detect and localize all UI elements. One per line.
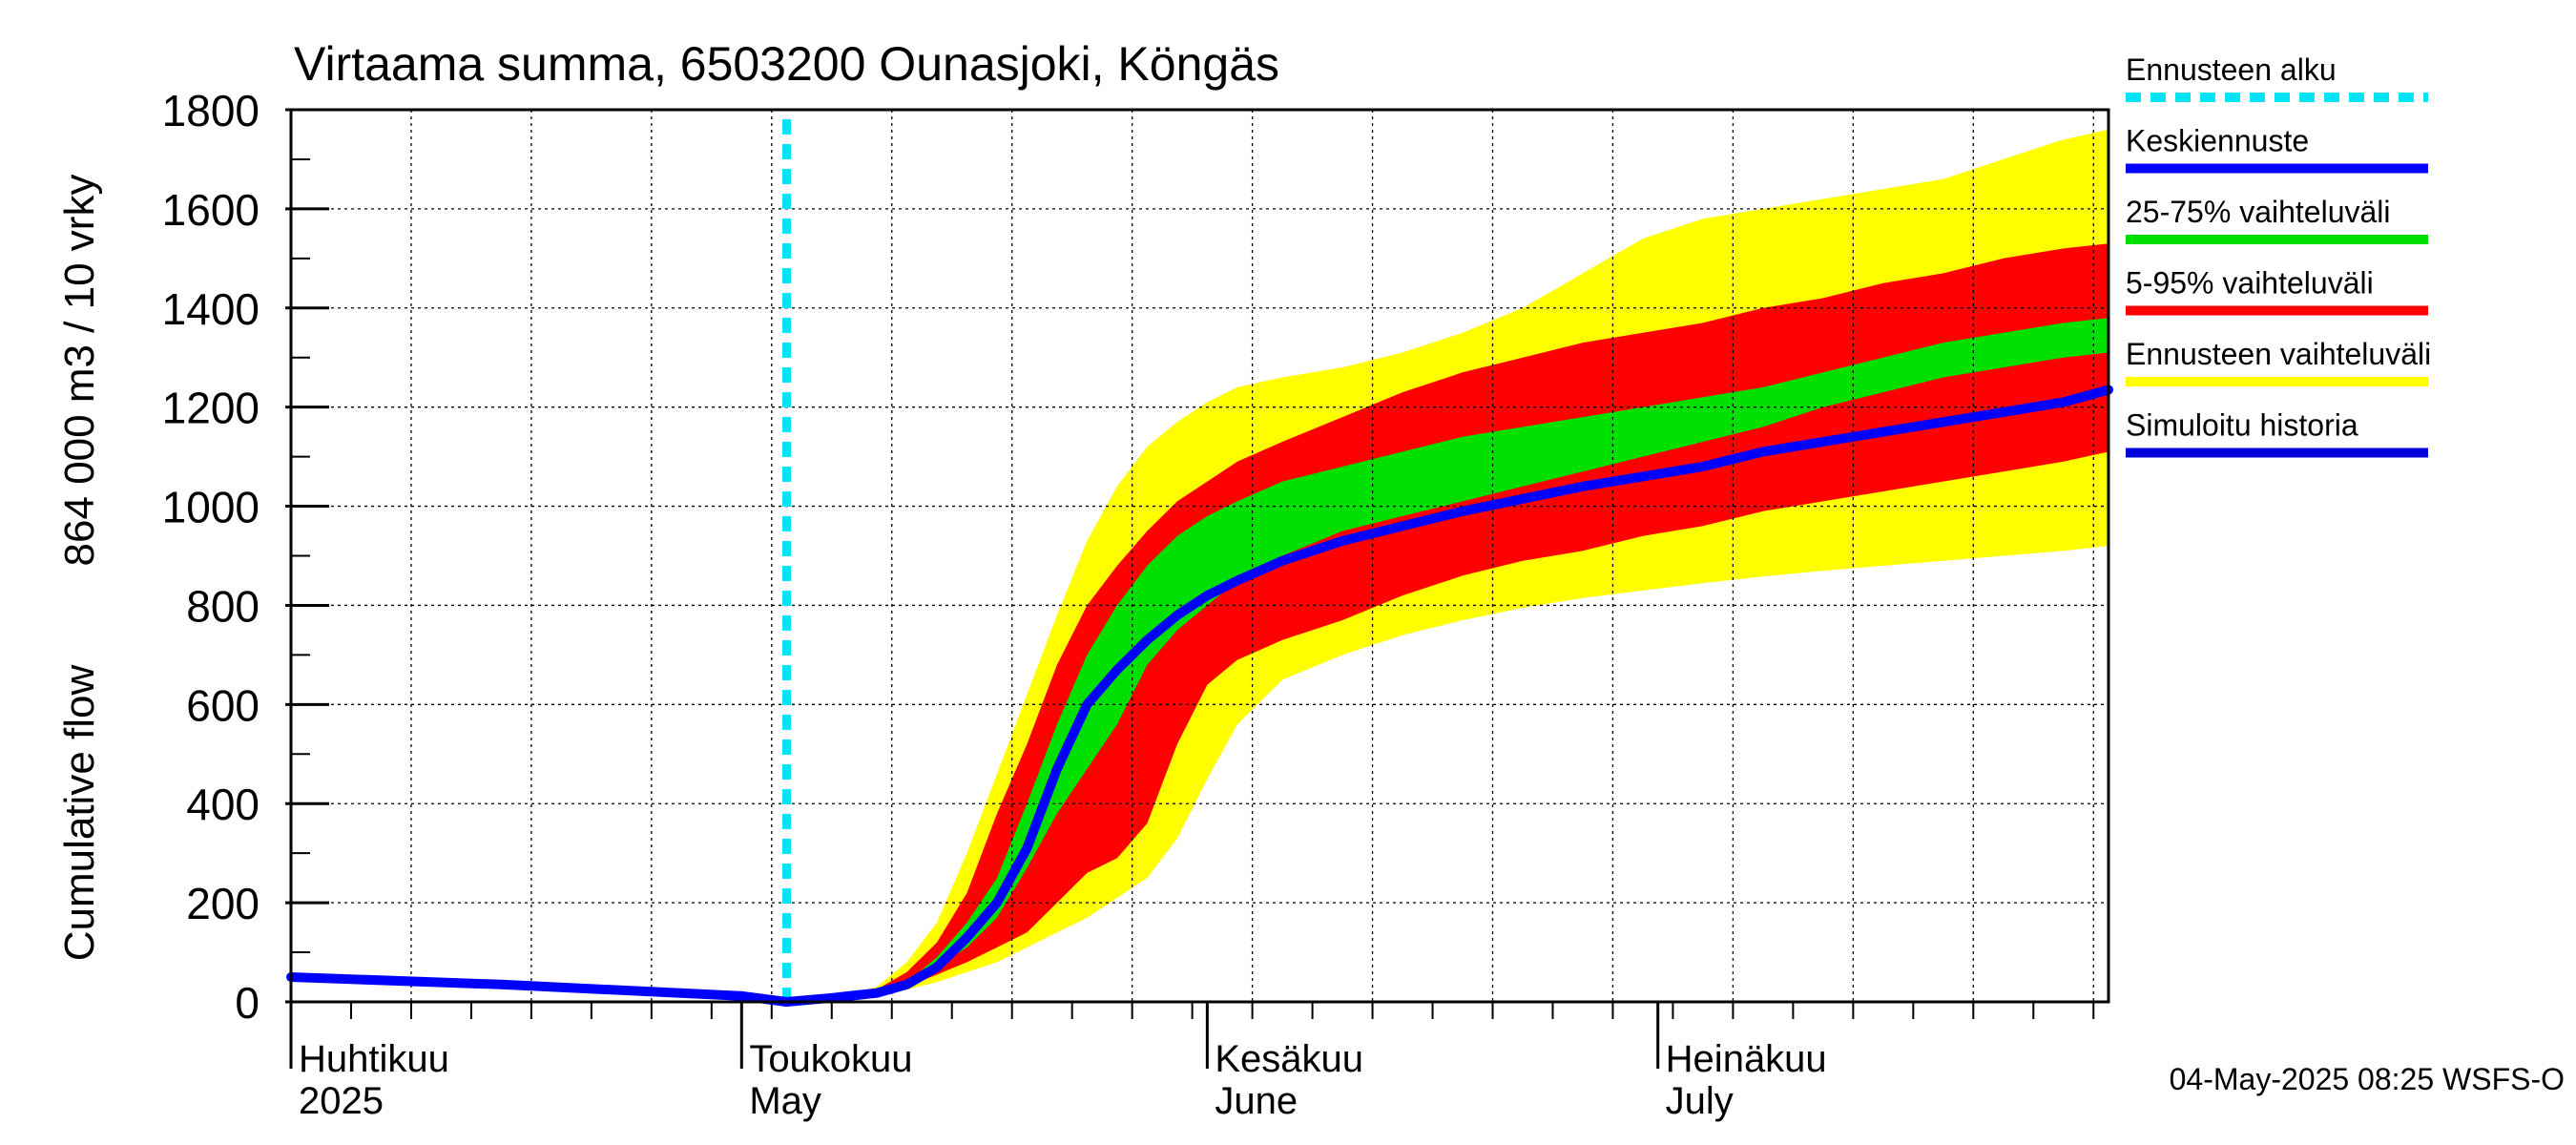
- chart-title: Virtaama summa, 6503200 Ounasjoki, Köngä…: [294, 37, 1279, 91]
- range-25-75-band: [786, 318, 2109, 1002]
- y-tick-label: 1400: [162, 284, 260, 334]
- legend-label: Keskiennuste: [2126, 124, 2309, 158]
- y-tick-label: 1800: [162, 86, 260, 135]
- legend-label: Simuloitu historia: [2126, 408, 2358, 443]
- y-tick-label: 400: [186, 780, 260, 829]
- y-tick-label: 1000: [162, 483, 260, 532]
- median-forecast-line: [781, 385, 2113, 1007]
- range-5-95-band: [786, 243, 2109, 1003]
- month-sublabel: July: [1666, 1080, 1734, 1122]
- legend-label: Ennusteen vaihteluväli: [2126, 337, 2431, 371]
- month-label: Huhtikuu: [299, 1038, 449, 1080]
- month-label: Kesäkuu: [1215, 1038, 1363, 1080]
- month-label: Toukokuu: [749, 1038, 912, 1080]
- y-tick-label: 0: [235, 978, 260, 1028]
- forecast-timestamp: 04-May-2025 08:25 WSFS-O: [2170, 1062, 2565, 1096]
- y-tick-label: 600: [186, 680, 260, 730]
- month-label: Heinäkuu: [1666, 1038, 1827, 1080]
- plot-frame: [289, 108, 2110, 1004]
- y-axis-label-primary: Cumulative flow: [56, 665, 103, 962]
- y-tick-labels: 0 200 400 600 800 1000 1200 1400 1600 1800: [162, 86, 260, 1028]
- legend-label: 25-75% vaihteluväli: [2126, 195, 2391, 229]
- month-sublabel: May: [749, 1080, 821, 1122]
- forecast-bands: [786, 129, 2109, 1003]
- simulated-history-line: [286, 972, 792, 1007]
- legend-label: Ennusteen alku: [2126, 52, 2337, 87]
- y-axis-label-secondary: 864 000 m3 / 10 vrky: [56, 175, 103, 567]
- y-tick-label: 1200: [162, 384, 260, 433]
- y-tick-label: 1600: [162, 185, 260, 235]
- legend-label: 5-95% vaihteluväli: [2126, 266, 2374, 301]
- month-sublabel: June: [1215, 1080, 1298, 1122]
- legend: Ennusteen alku Keskiennuste 25-75% vaihtel…: [2126, 52, 2431, 458]
- y-tick-label: 800: [186, 581, 260, 631]
- month-sublabel: 2025: [299, 1080, 384, 1122]
- y-tick-label: 200: [186, 879, 260, 928]
- plot-grid: [291, 110, 2109, 1002]
